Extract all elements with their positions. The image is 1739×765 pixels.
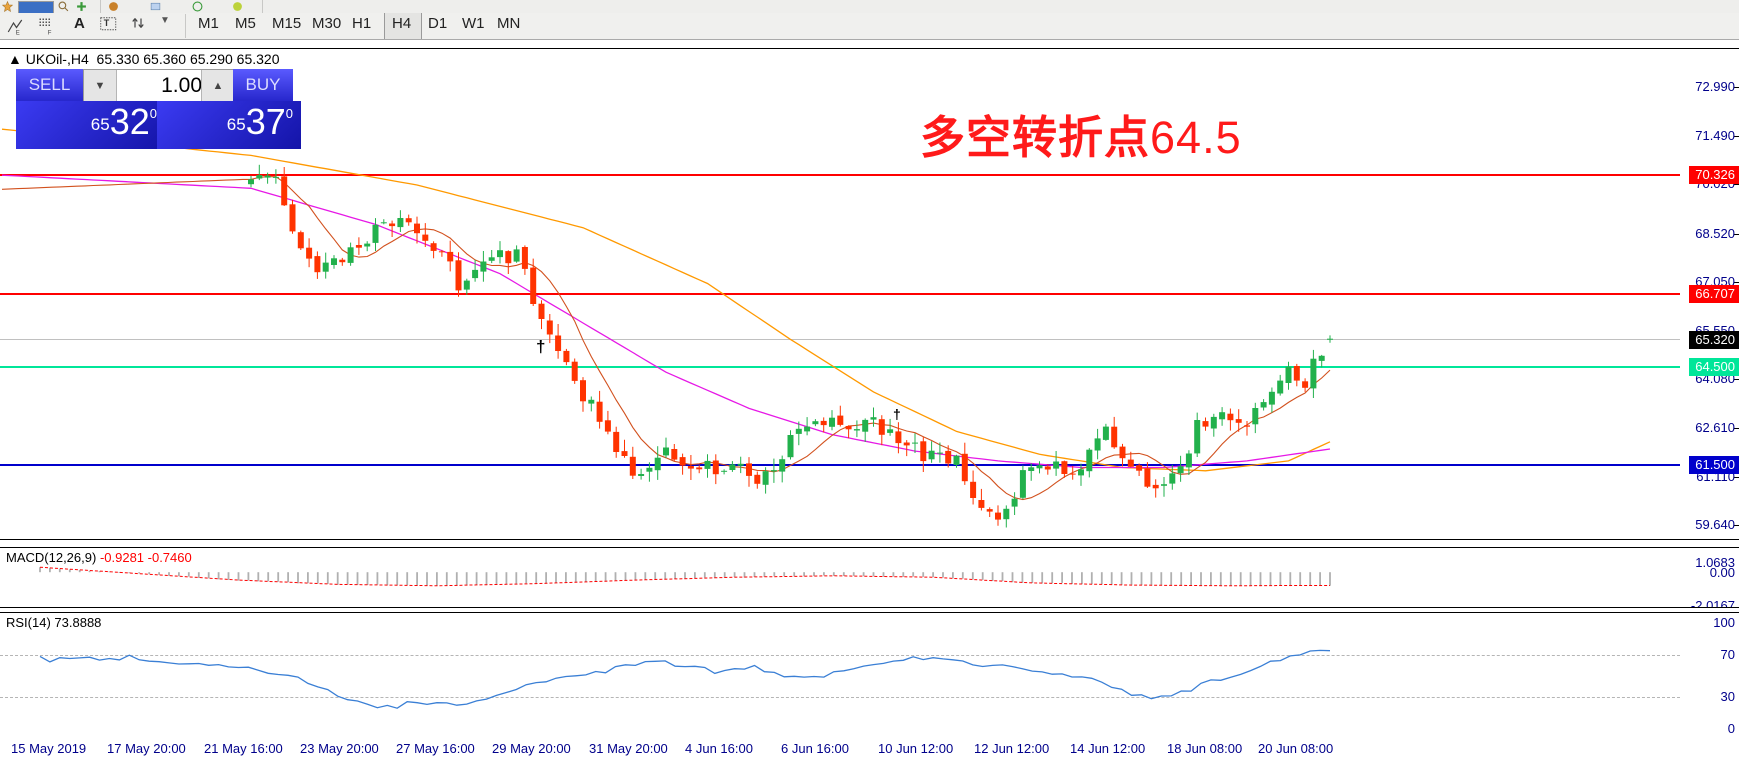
svg-text:E: E [16,30,20,35]
svg-text:T: T [104,18,110,28]
svg-text:F: F [48,30,52,35]
